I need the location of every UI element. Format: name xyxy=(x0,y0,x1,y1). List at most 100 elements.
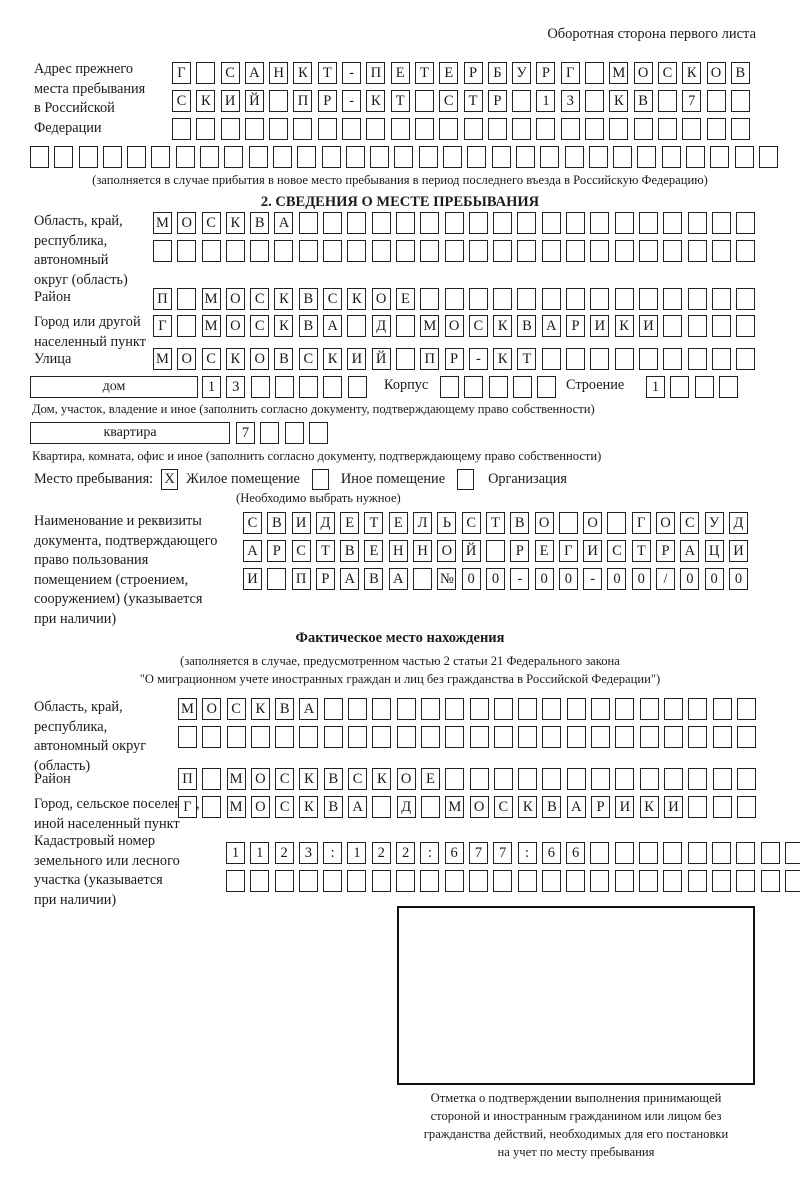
grid-cell[interactable]: Е xyxy=(364,540,384,562)
grid-cell[interactable] xyxy=(420,726,440,748)
grid-cell[interactable] xyxy=(590,240,610,262)
grid-cell[interactable] xyxy=(736,212,756,234)
grid-cell[interactable] xyxy=(663,240,683,262)
grid-cell[interactable]: Р xyxy=(656,540,676,562)
grid-cell[interactable] xyxy=(711,240,731,262)
grid-cell[interactable] xyxy=(202,726,222,748)
grid-cell[interactable] xyxy=(463,118,483,140)
grid-cell[interactable]: Д xyxy=(728,512,748,534)
grid-cell[interactable] xyxy=(78,146,98,168)
grid-cell[interactable] xyxy=(638,212,658,234)
grid-cell[interactable] xyxy=(560,118,580,140)
grid-cell[interactable] xyxy=(250,870,270,892)
grid-cell[interactable] xyxy=(440,376,459,398)
grid-cell[interactable]: И xyxy=(615,796,635,818)
grid-cell[interactable] xyxy=(196,118,216,140)
grid-cell[interactable]: 0 xyxy=(485,568,505,590)
grid-cell[interactable] xyxy=(663,870,683,892)
grid-cell[interactable]: Д xyxy=(396,796,416,818)
grid-cell[interactable]: К xyxy=(366,90,386,112)
grid-cell[interactable]: С xyxy=(680,512,700,534)
grid-cell[interactable]: Й xyxy=(244,90,264,112)
grid-cell[interactable]: П xyxy=(420,348,440,370)
grid-cell[interactable]: В xyxy=(267,512,287,534)
grid-cell[interactable] xyxy=(734,146,754,168)
grid-cell[interactable] xyxy=(784,870,800,892)
grid-cell[interactable] xyxy=(687,842,707,864)
grid-cell[interactable]: Р xyxy=(317,90,337,112)
grid-cell[interactable] xyxy=(711,212,731,234)
grid-cell[interactable]: А xyxy=(323,315,343,337)
grid-cell[interactable] xyxy=(736,870,756,892)
grid-cell[interactable] xyxy=(269,118,289,140)
grid-cell[interactable] xyxy=(469,768,489,790)
grid-cell[interactable] xyxy=(226,870,245,892)
grid-cell[interactable] xyxy=(469,698,489,720)
grid-cell[interactable] xyxy=(706,118,726,140)
grid-cell[interactable] xyxy=(493,726,513,748)
grid-cell[interactable] xyxy=(394,146,414,168)
grid-cell[interactable]: И xyxy=(590,315,610,337)
grid-cell[interactable] xyxy=(372,726,392,748)
grid-cell[interactable]: / xyxy=(656,568,676,590)
grid-cell[interactable]: С xyxy=(243,512,262,534)
grid-cell[interactable] xyxy=(201,240,221,262)
grid-cell[interactable] xyxy=(639,870,659,892)
grid-cell[interactable] xyxy=(250,376,270,398)
grid-cell[interactable]: И xyxy=(638,315,658,337)
grid-cell[interactable]: Г xyxy=(172,62,191,84)
grid-cell[interactable]: С xyxy=(172,90,191,112)
grid-cell[interactable] xyxy=(607,512,627,534)
grid-cell[interactable] xyxy=(590,212,610,234)
grid-cell[interactable] xyxy=(712,698,732,720)
grid-cell[interactable] xyxy=(760,870,780,892)
grid-cell[interactable]: В xyxy=(364,568,384,590)
grid-cell[interactable]: 1 xyxy=(347,842,367,864)
grid-cell[interactable]: А xyxy=(274,212,294,234)
grid-cell[interactable]: С xyxy=(201,348,221,370)
grid-cell[interactable]: : xyxy=(420,842,440,864)
grid-cell[interactable]: Е xyxy=(388,512,408,534)
grid-cell[interactable] xyxy=(590,288,610,310)
grid-cell[interactable] xyxy=(566,698,586,720)
grid-cell[interactable] xyxy=(371,870,391,892)
grid-cell[interactable] xyxy=(614,240,634,262)
grid-cell[interactable] xyxy=(420,698,440,720)
grid-cell[interactable]: Р xyxy=(463,62,483,84)
grid-cell[interactable]: Ц xyxy=(704,540,724,562)
section2-region-row-2[interactable] xyxy=(153,240,756,262)
grid-cell[interactable]: С xyxy=(439,90,459,112)
grid-cell[interactable] xyxy=(639,842,659,864)
grid-cell[interactable]: К xyxy=(299,796,319,818)
grid-cell[interactable] xyxy=(224,146,244,168)
grid-cell[interactable]: К xyxy=(347,288,367,310)
grid-cell[interactable] xyxy=(687,870,707,892)
grid-cell[interactable]: О xyxy=(177,212,197,234)
grid-cell[interactable]: 6 xyxy=(444,842,464,864)
grid-cell[interactable]: Т xyxy=(364,512,384,534)
grid-cell[interactable]: Г xyxy=(558,540,578,562)
grid-cell[interactable]: К xyxy=(299,768,319,790)
grid-cell[interactable] xyxy=(512,90,532,112)
grid-cell[interactable] xyxy=(444,870,464,892)
grid-cell[interactable]: Р xyxy=(267,540,287,562)
grid-cell[interactable] xyxy=(445,698,465,720)
grid-cell[interactable]: Г xyxy=(631,512,651,534)
grid-cell[interactable]: 6 xyxy=(566,842,586,864)
grid-cell[interactable]: 7 xyxy=(236,422,255,444)
grid-cell[interactable]: У xyxy=(512,62,532,84)
grid-cell[interactable]: С xyxy=(657,62,677,84)
grid-cell[interactable]: М xyxy=(226,768,246,790)
grid-cell[interactable]: С xyxy=(275,768,295,790)
grid-cell[interactable] xyxy=(712,796,732,818)
grid-cell[interactable]: О xyxy=(371,288,391,310)
grid-cell[interactable] xyxy=(250,726,270,748)
grid-cell[interactable] xyxy=(225,240,245,262)
grid-cell[interactable]: О xyxy=(706,62,726,84)
grid-cell[interactable] xyxy=(298,212,318,234)
